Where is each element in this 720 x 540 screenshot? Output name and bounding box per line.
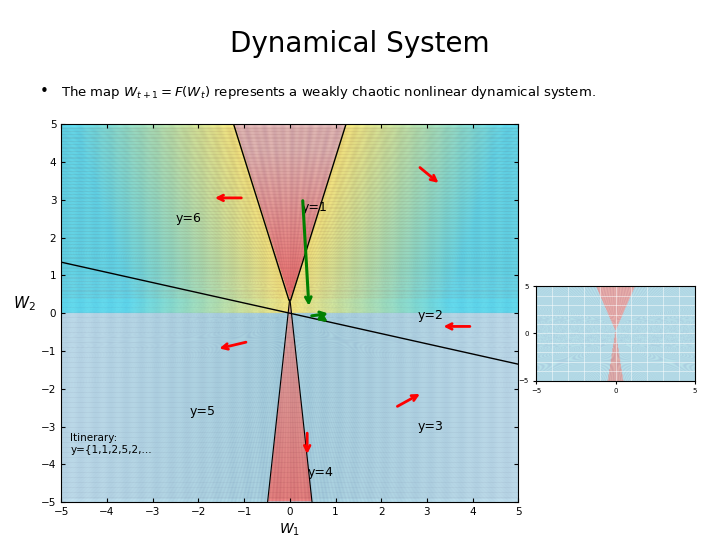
Y-axis label: $W_2$: $W_2$ bbox=[13, 294, 36, 313]
Text: Dynamical System: Dynamical System bbox=[230, 30, 490, 58]
Text: y=5: y=5 bbox=[189, 405, 215, 418]
X-axis label: $W_1$: $W_1$ bbox=[279, 521, 300, 538]
Text: The map $W_{t+1} = F(W_t)$ represents a weakly chaotic nonlinear dynamical syste: The map $W_{t+1} = F(W_t)$ represents a … bbox=[61, 84, 596, 100]
Text: y=2: y=2 bbox=[418, 309, 444, 322]
Text: y=4: y=4 bbox=[308, 465, 334, 479]
Text: Itinerary:
y={1,1,2,5,2,...: Itinerary: y={1,1,2,5,2,... bbox=[71, 434, 152, 455]
Text: •: • bbox=[40, 84, 48, 99]
Text: y=6: y=6 bbox=[176, 212, 202, 226]
Text: y=3: y=3 bbox=[418, 420, 444, 434]
Text: y=1: y=1 bbox=[301, 201, 327, 214]
